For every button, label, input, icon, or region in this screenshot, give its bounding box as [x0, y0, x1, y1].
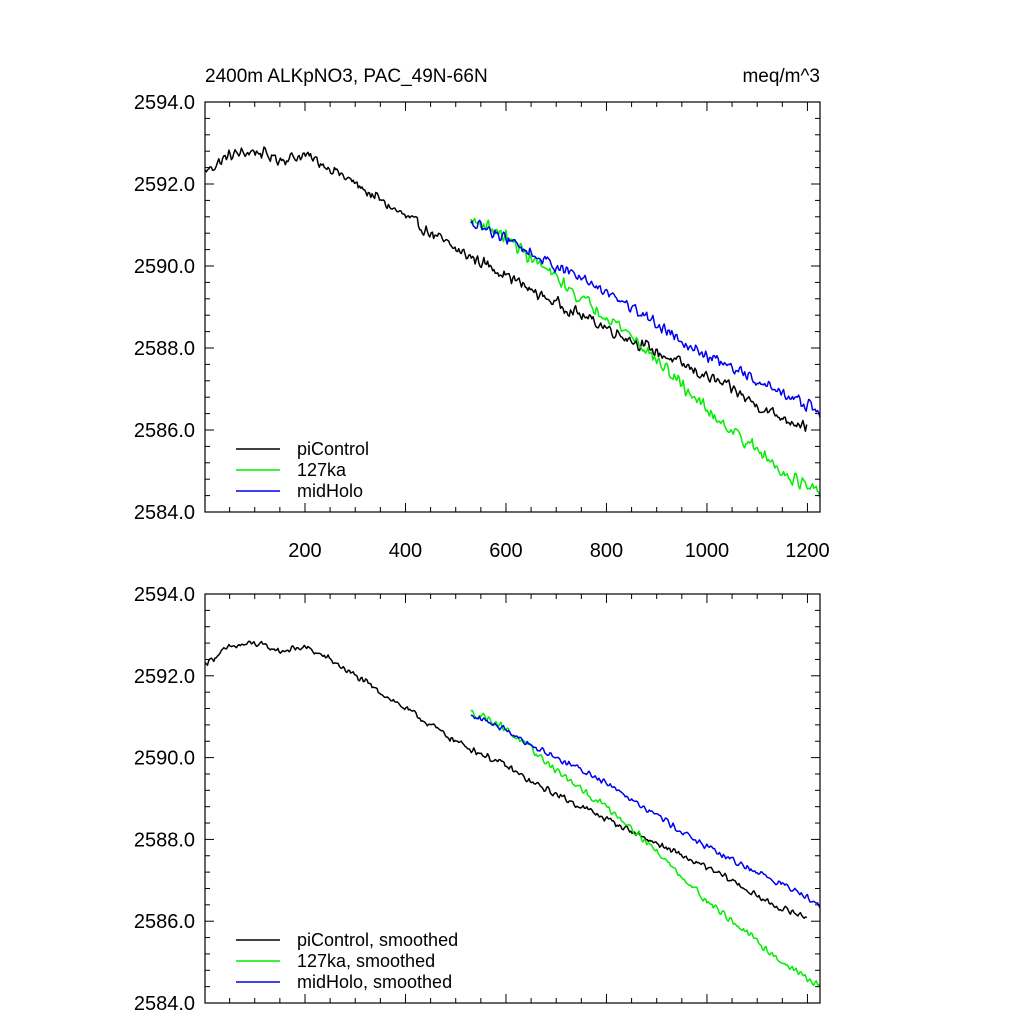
series-line-midholo [470, 219, 821, 418]
x-tick-label: 1200 [785, 540, 830, 562]
legend-label: midHolo [297, 481, 363, 501]
y-tick-label: 2594.0 [134, 92, 195, 114]
legend-label: 127ka [297, 460, 347, 480]
x-tick-label: 600 [489, 540, 522, 562]
y-tick-label: 2588.0 [134, 829, 195, 851]
x-tick-label: 800 [590, 540, 623, 562]
y-tick-label: 2594.0 [134, 584, 195, 606]
series-line-127ka [470, 217, 821, 498]
chart-panel-2: 2584.0 2586.0 2588.0 2590.0 2592.0 2594.0 piCo… [134, 584, 821, 1015]
series-line-picontrol-smoothed [204, 640, 807, 919]
x-tick-label: 400 [389, 540, 422, 562]
x-tick-label: 1000 [685, 540, 730, 562]
y-tick-label: 2592.0 [134, 174, 195, 196]
legend-label: midHolo, smoothed [297, 972, 452, 992]
series-line-picontrol [204, 146, 808, 432]
y-tick-label: 2586.0 [134, 420, 195, 442]
y-tick-label: 2586.0 [134, 911, 195, 933]
y-tick-label: 2588.0 [134, 338, 195, 360]
y-tick-label: 2584.0 [134, 502, 195, 524]
legend-label: piControl, smoothed [297, 930, 458, 950]
legend-label: 127ka, smoothed [297, 951, 435, 971]
plot-frame [204, 593, 821, 1004]
series-line-midholo-smoothed [470, 714, 821, 909]
y-tick-label: 2584.0 [134, 993, 195, 1015]
chart-units: meq/m^3 [742, 66, 820, 87]
chart-title: 2400m ALKpNO3, PAC_49N-66N [205, 66, 488, 87]
y-tick-label: 2590.0 [134, 256, 195, 278]
x-tick-label: 200 [288, 540, 321, 562]
y-tick-label: 2590.0 [134, 748, 195, 770]
plot-frame [204, 101, 821, 513]
y-tick-label: 2592.0 [134, 666, 195, 688]
legend-label: piControl [297, 439, 369, 459]
chart-panel-1: 2584.0 2586.0 2588.0 2590.0 2592.0 2594.0 200 4… [134, 66, 830, 562]
series-line-127ka-smoothed [470, 709, 821, 987]
